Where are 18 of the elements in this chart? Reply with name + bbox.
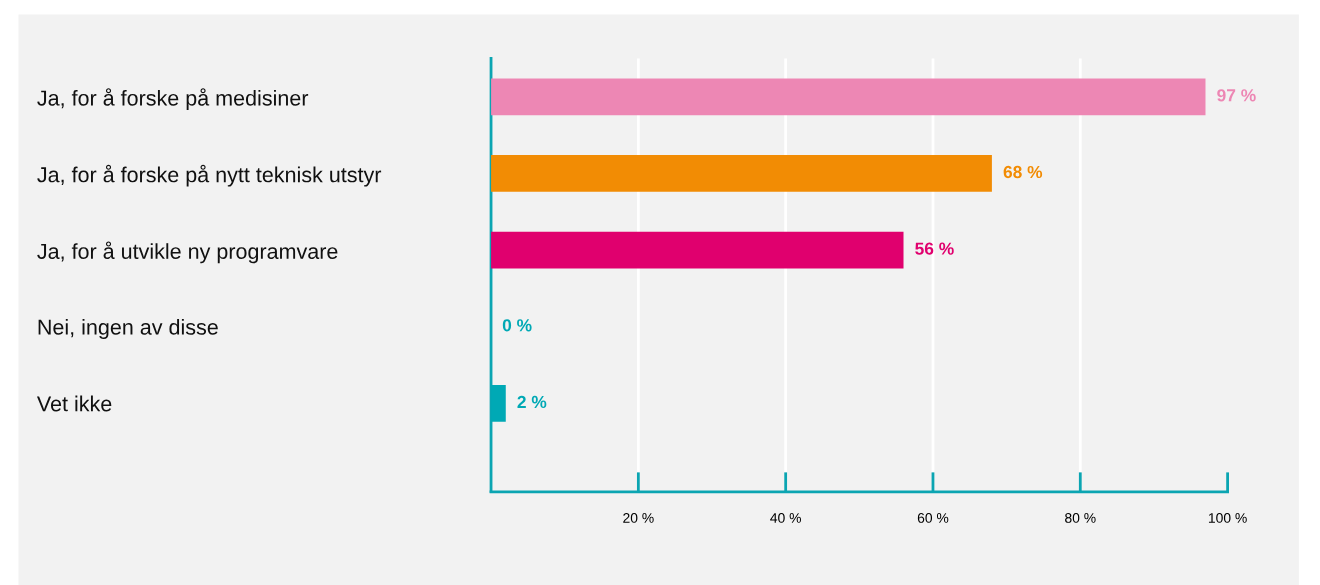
data-label: 2 %: [517, 395, 547, 409]
y-tick-label: Vet ikke: [36, 395, 112, 412]
x-tick-label: 100 %: [1208, 513, 1247, 523]
data-label: 0 %: [502, 319, 532, 332]
x-tick-label: 60 %: [917, 513, 949, 523]
bar: [491, 78, 1206, 116]
x-tick-label: 80 %: [1065, 513, 1096, 523]
y-tick-label: Nei, ingen av disse: [38, 318, 218, 340]
data-label: 56 %: [915, 242, 954, 255]
data-label: 68 %: [1003, 165, 1043, 179]
data-label: 97 %: [1217, 89, 1256, 102]
y-tick-label: Ja, for å utvikle ny programvare: [37, 241, 338, 264]
bar: [491, 155, 992, 192]
x-tick-label: 40 %: [770, 513, 801, 523]
y-tick-label: Ja, for å forske på nytt teknisk utstyr: [37, 164, 382, 187]
y-tick-label: Ja, for å forske på medisiner: [37, 88, 309, 110]
bar: [491, 231, 904, 269]
x-tick-label: 20 %: [623, 513, 654, 523]
